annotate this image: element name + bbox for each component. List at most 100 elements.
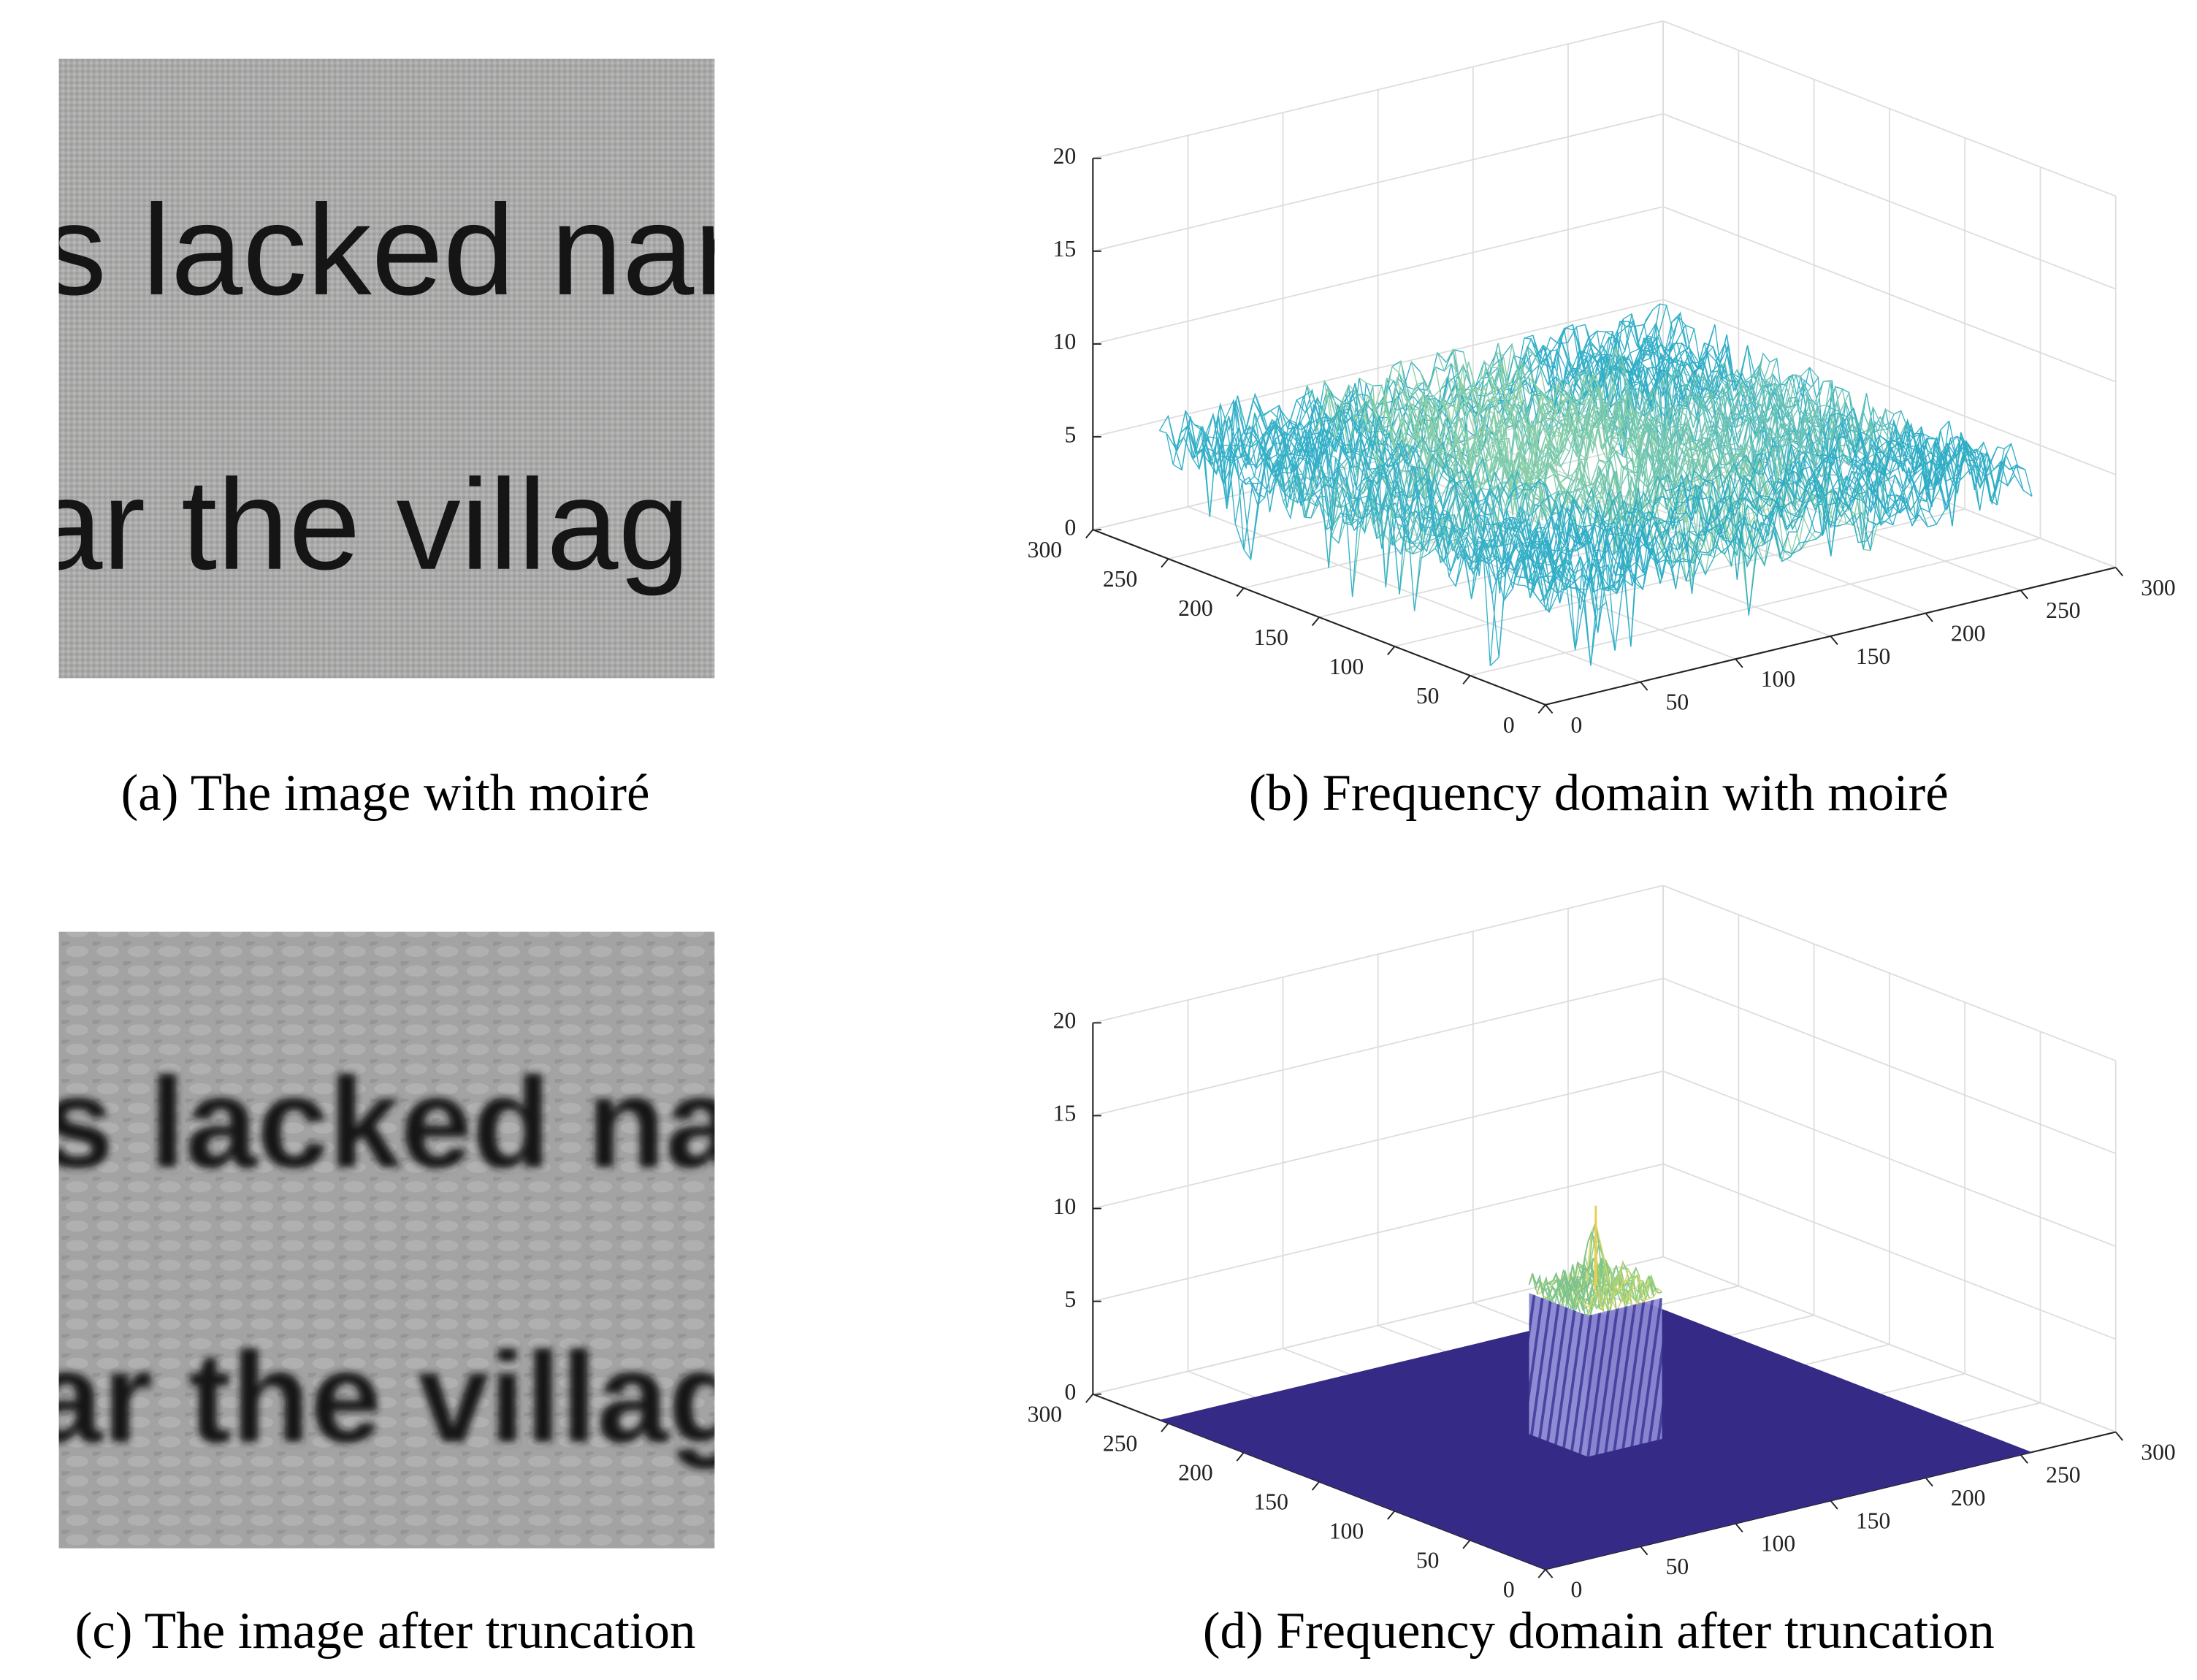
surface-mesh — [1237, 395, 1624, 595]
panel: s lacked nar ar the villag (c) The image a… — [31, 931, 787, 1660]
tick-mark — [2114, 567, 2124, 577]
tick-mark — [2114, 1431, 2124, 1441]
surface-mesh — [1517, 432, 2005, 647]
y-tick-label: 150 — [1253, 1489, 1288, 1515]
y-tick-label: 0 — [1503, 712, 1515, 738]
caption: (b) Frequency domain with moiré — [1249, 765, 1949, 822]
surface-mesh — [1584, 1277, 1659, 1316]
y-tick-label: 100 — [1329, 1518, 1364, 1543]
y-tick-label: 50 — [1416, 1547, 1440, 1573]
surface-side — [1529, 1293, 1588, 1457]
surface-mesh — [1211, 415, 1598, 666]
surface — [1158, 303, 2033, 667]
surface-mesh — [1587, 1288, 1663, 1316]
x-tick-label: 300 — [2141, 575, 2175, 600]
y-tick-label: 300 — [1028, 537, 1062, 562]
x-tick-label: 0 — [1570, 1576, 1582, 1602]
surface-mesh — [1176, 416, 1564, 613]
caption: (a) The image with moiré — [121, 765, 650, 822]
surface-spike — [1594, 1205, 1598, 1290]
x-tick-label: 200 — [1951, 621, 1985, 646]
panel: 0510152005010015020025030005010015020025… — [1028, 20, 2176, 822]
surface-mesh — [1528, 1273, 1588, 1318]
tick-mark — [1537, 1568, 1546, 1578]
x-axis — [1545, 566, 2116, 706]
y-tick-label: 150 — [1253, 625, 1288, 650]
tick-mark — [1545, 1568, 1554, 1578]
photo-text: s lacked nar ar the villag — [31, 178, 737, 597]
surface-mesh — [1193, 416, 1581, 610]
z-tick-label: 10 — [1053, 1194, 1077, 1219]
y-tick-label: 100 — [1329, 654, 1364, 679]
tick-mark — [1925, 612, 1933, 622]
z-tick-label: 15 — [1053, 236, 1077, 261]
surface-mesh — [1581, 1274, 1657, 1320]
z-tick-label: 15 — [1053, 1101, 1077, 1126]
y-axis — [1092, 529, 1546, 706]
surface-mesh — [1545, 453, 2033, 651]
z-tick-label: 5 — [1064, 421, 1076, 447]
x-tick-label: 300 — [2141, 1439, 2175, 1465]
tick-mark — [1830, 1500, 1838, 1510]
tick-mark — [1462, 675, 1471, 685]
tick-mark — [2020, 589, 2028, 600]
surface-side — [1587, 1297, 1662, 1457]
photo-text: s lacked nar ar the villag — [31, 1051, 787, 1470]
photo-text-line: ar the villag — [31, 1326, 747, 1470]
tick-mark — [1735, 1523, 1743, 1532]
surface-top — [1528, 1205, 1663, 1321]
surface-mesh — [1245, 398, 1633, 633]
surface-mesh — [1489, 443, 1978, 667]
tick-mark — [1311, 1481, 1320, 1491]
tick-mark — [1830, 635, 1838, 646]
caption: (c) The image after truncation — [75, 1603, 696, 1660]
y-tick-label: 250 — [1103, 1431, 1137, 1456]
tick-mark — [1161, 558, 1169, 568]
surface-mesh — [1469, 426, 1957, 592]
y-tick-label: 0 — [1503, 1576, 1515, 1602]
x-tick-label: 50 — [1666, 690, 1689, 715]
surface-mesh — [1298, 388, 1685, 591]
y-tick-label: 250 — [1103, 566, 1137, 592]
x-tick-label: 200 — [1951, 1485, 1985, 1511]
tick-mark — [1537, 704, 1546, 714]
x-tick-label: 50 — [1666, 1554, 1689, 1579]
tick-mark — [1735, 658, 1743, 668]
tick-mark — [1462, 1539, 1471, 1549]
x-tick-label: 100 — [1761, 666, 1795, 692]
tick-mark — [1236, 587, 1245, 597]
y-tick-label: 300 — [1028, 1402, 1062, 1427]
x-tick-label: 0 — [1570, 712, 1582, 738]
photo-background — [58, 931, 715, 1549]
x-tick-label: 150 — [1856, 644, 1890, 669]
tick-mark — [1387, 1510, 1396, 1520]
surface-mesh — [1537, 451, 2025, 666]
surface-mesh — [1185, 400, 1573, 603]
tick-mark — [1311, 616, 1320, 627]
tick-mark — [1545, 704, 1554, 714]
z-tick-label: 5 — [1064, 1286, 1076, 1312]
panel: s lacked nar ar the villag (a) The image w… — [31, 58, 737, 822]
y-tick-label: 200 — [1178, 1460, 1212, 1486]
surface-mesh — [1531, 435, 2019, 650]
tick-mark — [1085, 529, 1094, 539]
z-tick-label: 0 — [1064, 1379, 1076, 1405]
z-tick-label: 20 — [1053, 1008, 1077, 1034]
surface-mesh — [1475, 432, 1963, 584]
surface-mesh — [1483, 435, 1971, 595]
photo-text-line: s lacked nar — [42, 1051, 787, 1195]
tick-mark — [2020, 1454, 2028, 1464]
caption: (d) Frequency domain after truncation — [1203, 1603, 1995, 1660]
x-tick-label: 100 — [1761, 1531, 1795, 1557]
tick-mark — [1085, 1394, 1094, 1403]
tick-mark — [1161, 1423, 1169, 1432]
y-tick-label: 200 — [1178, 595, 1212, 621]
photo-text-line: s lacked nar — [42, 178, 737, 322]
panel: 0510152005010015020025030005010015020025… — [1028, 885, 2176, 1660]
photo-text-line: ar the villag — [31, 453, 689, 597]
surface-mesh — [1510, 438, 1998, 633]
tick-mark — [1640, 1546, 1648, 1556]
x-tick-label: 150 — [1856, 1508, 1890, 1533]
